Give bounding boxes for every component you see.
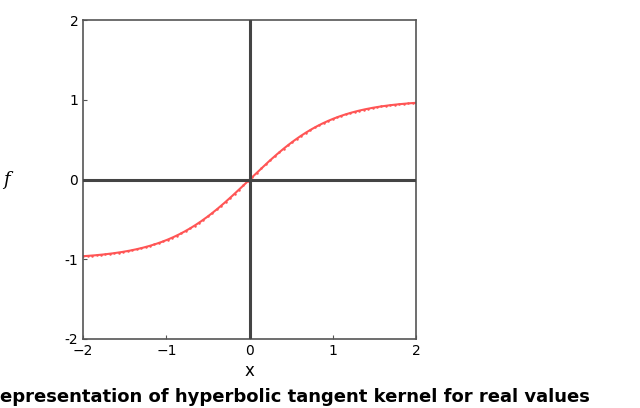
Text: epresentation of hyperbolic tangent kernel for real values: epresentation of hyperbolic tangent kern…	[0, 388, 590, 406]
Text: f: f	[3, 171, 10, 188]
X-axis label: x: x	[244, 361, 255, 380]
